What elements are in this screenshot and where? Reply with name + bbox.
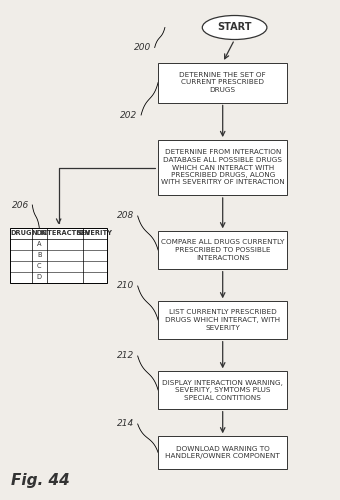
Text: 208: 208 [117,212,134,220]
Text: NDC: NDC [31,230,47,236]
Text: 200: 200 [134,43,151,52]
Text: C: C [37,263,41,269]
Text: 214: 214 [117,420,134,428]
Text: DRUG: DRUG [10,230,32,236]
Text: DETERNINE THE SET OF
CURRENT PRESCRIBED
DRUGS: DETERNINE THE SET OF CURRENT PRESCRIBED … [180,72,266,93]
Ellipse shape [202,16,267,40]
Text: DETERNINE FROM INTERACTION
DATABASE ALL POSSIBLE DRUGS
WHICH CAN INTERACT WITH
P: DETERNINE FROM INTERACTION DATABASE ALL … [161,150,285,186]
Text: LIST CURRENTLY PRESCRIBED
DRUGS WHICH INTERACT, WITH
SEVERITY: LIST CURRENTLY PRESCRIBED DRUGS WHICH IN… [165,310,280,330]
FancyBboxPatch shape [158,436,287,469]
FancyBboxPatch shape [158,371,287,409]
Text: A: A [37,241,41,247]
Text: 210: 210 [117,282,134,290]
Text: 212: 212 [117,352,134,360]
Text: INTERACTION: INTERACTION [39,230,90,236]
FancyBboxPatch shape [158,231,287,269]
Text: D: D [37,274,42,280]
Text: Fig. 44: Fig. 44 [12,474,70,488]
Text: START: START [217,22,252,32]
Text: DOWNLOAD WARNING TO
HANDLER/OWNER COMPONENT: DOWNLOAD WARNING TO HANDLER/OWNER COMPON… [165,446,280,459]
FancyBboxPatch shape [10,228,107,282]
Text: SEVERITY: SEVERITY [77,230,113,236]
FancyBboxPatch shape [158,301,287,339]
Text: 206: 206 [12,200,29,209]
FancyBboxPatch shape [158,140,287,195]
Text: B: B [37,252,41,258]
Text: DISPLAY INTERACTION WARNING,
SEVERITY, SYMTOMS PLUS
SPECIAL CONTITIONS: DISPLAY INTERACTION WARNING, SEVERITY, S… [162,380,283,400]
Text: 202: 202 [120,110,138,120]
FancyBboxPatch shape [158,62,287,102]
Text: COMPARE ALL DRUGS CURRENTLY
PRESCRIBED TO POSSIBLE
INTERACTIONS: COMPARE ALL DRUGS CURRENTLY PRESCRIBED T… [161,240,284,260]
